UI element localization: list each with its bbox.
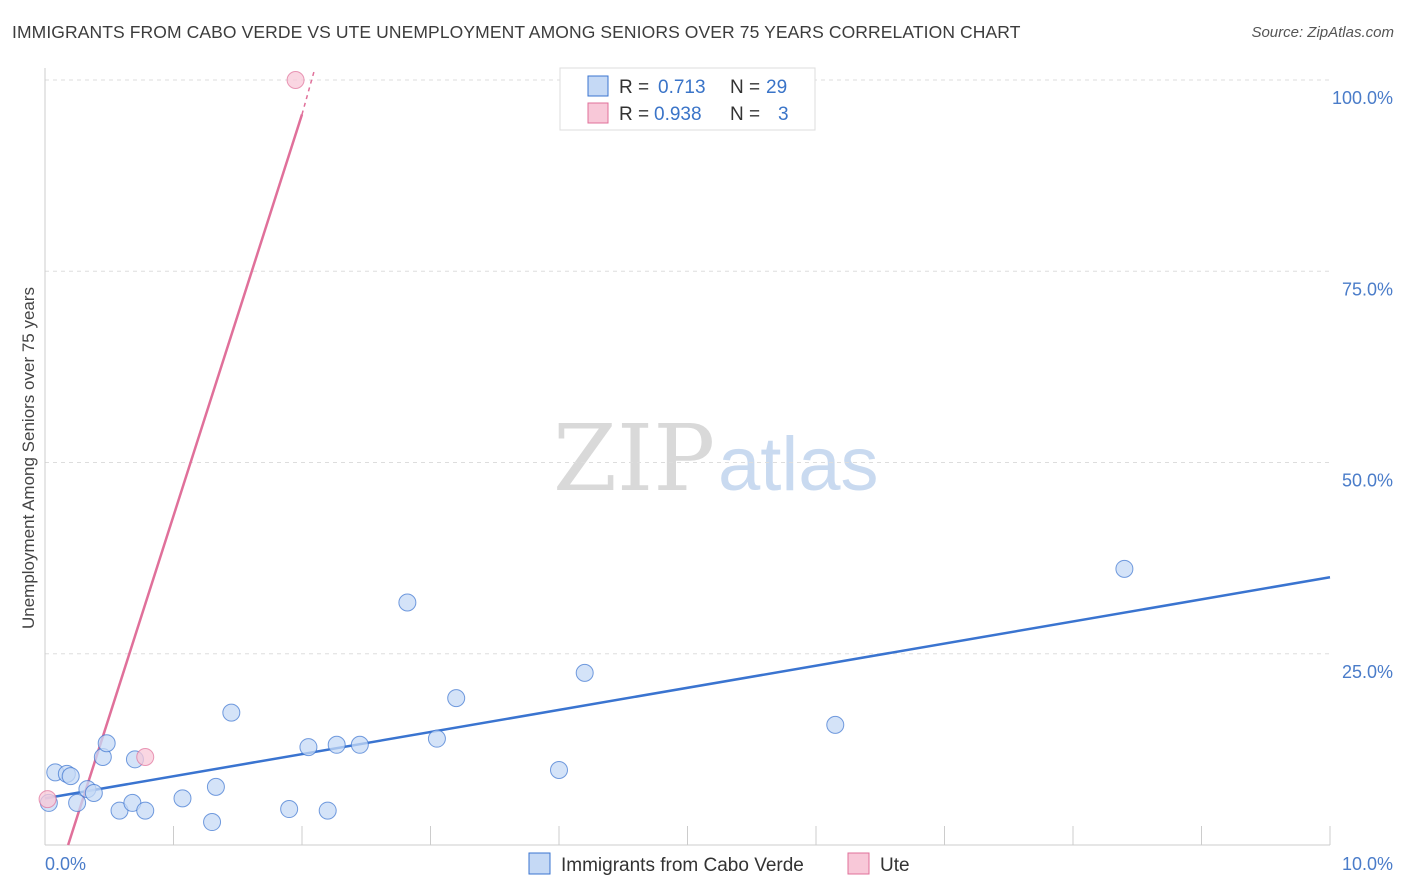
y-tick-label: 25.0% — [1342, 662, 1393, 682]
stats-legend: R = 0.713 N = 29 R = 0.938 N = 3 — [559, 67, 816, 131]
y-tick-label: 100.0% — [1332, 88, 1393, 108]
legend-swatch-ute — [847, 852, 870, 875]
data-point-cabo-verde — [84, 783, 103, 802]
data-point-cabo-verde — [350, 735, 369, 754]
legend-label-ute: Ute — [880, 855, 910, 876]
data-point-cabo-verde — [550, 761, 568, 780]
x-tick-label: 0.0% — [45, 854, 86, 874]
data-point-cabo-verde — [97, 734, 116, 753]
legend-swatch-cabo-verde — [528, 852, 551, 875]
legend-n-label-1: N = — [730, 77, 760, 98]
trend-line-ute — [66, 114, 304, 846]
data-point-cabo-verde — [173, 789, 192, 808]
y-axis-label: Unemployment Among Seniors over 75 years — [19, 287, 38, 629]
legend-swatch-pink — [587, 102, 609, 124]
data-point-cabo-verde — [222, 703, 241, 722]
data-point-cabo-verde — [61, 767, 80, 786]
y-tick-label: 50.0% — [1342, 471, 1393, 491]
axes — [44, 68, 1331, 846]
legend-n-label-2: N = — [730, 104, 760, 125]
tick-labels: 25.0% 50.0% 75.0% 100.0% 0.0% 10.0% — [45, 88, 1393, 874]
trend-line-cabo-verde — [44, 576, 1331, 800]
data-points — [38, 71, 1134, 832]
legend-r-label-1: R = — [619, 77, 649, 98]
data-point-cabo-verde — [398, 593, 417, 612]
legend-swatch-blue — [587, 75, 609, 97]
legend-n-value-2: 3 — [778, 104, 789, 125]
data-point-cabo-verde — [299, 738, 318, 757]
data-point-cabo-verde — [203, 813, 222, 832]
data-point-cabo-verde — [447, 689, 466, 708]
legend-label-cabo-verde: Immigrants from Cabo Verde — [561, 855, 804, 876]
data-point-cabo-verde — [1115, 559, 1134, 578]
gridlines — [45, 79, 1330, 655]
data-point-cabo-verde — [427, 729, 446, 748]
legend-r-value-2: 0.938 — [654, 104, 702, 125]
y-tick-label: 75.0% — [1342, 279, 1393, 299]
legend-n-value-1: 29 — [766, 77, 787, 98]
trend-line-ute-extension — [301, 68, 316, 115]
data-point-cabo-verde — [68, 793, 87, 812]
series-legend: Immigrants from Cabo Verde Ute — [528, 852, 910, 876]
data-point-cabo-verde — [575, 663, 594, 682]
data-point-cabo-verde — [327, 735, 346, 754]
watermark-atlas: atlas — [718, 422, 879, 507]
data-point-cabo-verde — [318, 801, 337, 820]
data-point-cabo-verde — [826, 715, 845, 734]
data-point-ute — [38, 790, 57, 809]
legend-r-label-2: R = — [619, 104, 649, 125]
watermark-zip: ZIP — [553, 405, 715, 512]
data-point-ute — [286, 71, 305, 89]
data-point-cabo-verde — [206, 777, 225, 796]
data-point-ute — [136, 748, 155, 767]
x-tick-label: 10.0% — [1342, 854, 1393, 874]
data-point-cabo-verde — [136, 801, 155, 820]
data-point-cabo-verde — [280, 800, 299, 819]
source-label: Source: ZipAtlas.com — [1251, 24, 1394, 41]
trend-lines — [44, 68, 1331, 846]
chart-title: IMMIGRANTS FROM CABO VERDE VS UTE UNEMPL… — [12, 22, 1021, 42]
legend-r-value-1: 0.713 — [658, 77, 706, 98]
